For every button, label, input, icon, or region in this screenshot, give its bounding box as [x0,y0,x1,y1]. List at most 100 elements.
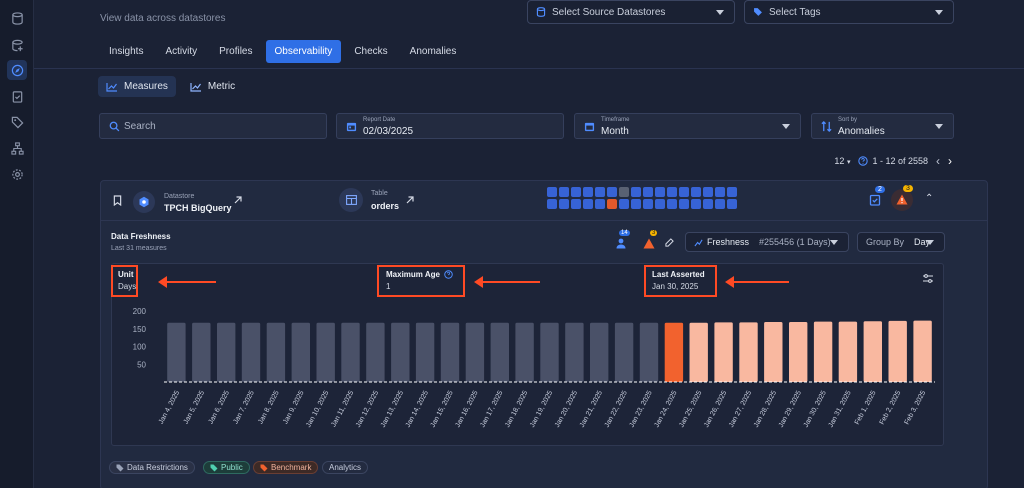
anomalies-indicator[interactable]: 3 [891,185,913,211]
timeframe-select[interactable]: Timeframe Month [574,113,801,139]
heatmap-cell[interactable] [607,187,617,197]
bar-jan-31-2025[interactable] [838,321,858,382]
sliders-settings-icon[interactable] [923,274,933,283]
heatmap-cell[interactable] [547,199,557,209]
subtab-metric[interactable]: Metric [182,76,243,97]
tab-insights[interactable]: Insights [109,46,144,57]
help-circle-icon[interactable] [858,156,869,166]
clipboard-check-icon[interactable] [7,86,27,106]
bar-feb-2-2025[interactable] [888,320,907,382]
freshness-check-select[interactable]: Freshness #255456 (1 Days) [685,232,849,252]
group-by-select[interactable]: Group By Day [857,232,945,252]
tag-public[interactable]: Public [203,461,250,474]
bar-feb-3-2025[interactable] [913,320,932,382]
heatmap-cell[interactable] [643,199,653,209]
report-date-picker[interactable]: Report Date 02/03/2025 [336,113,564,139]
bar-jan-14-2025[interactable] [415,322,435,382]
heatmap-cell[interactable] [583,187,593,197]
bar-jan-6-2025[interactable] [217,322,236,382]
external-link-icon[interactable] [406,196,414,204]
heatmap-cell[interactable] [715,187,725,197]
table-name[interactable]: orders [371,201,400,211]
bar-jan-22-2025[interactable] [614,322,634,382]
next-page-icon[interactable]: › [948,154,952,168]
bar-jan-18-2025[interactable] [515,322,534,382]
tag-benchmark[interactable]: Benchmark [253,461,319,474]
heatmap-cell[interactable] [631,199,641,209]
heatmap-cell[interactable] [655,187,665,197]
heatmap-cell[interactable] [703,187,713,197]
bar-jan-28-2025[interactable] [764,322,783,382]
heatmap-cell[interactable] [679,187,689,197]
tags-select[interactable]: Select Tags [744,0,954,24]
heatmap-cell[interactable] [607,199,617,209]
tag-analytics[interactable]: Analytics [322,461,369,474]
bar-jan-16-2025[interactable] [465,322,485,382]
heatmap-cell[interactable] [691,199,701,209]
bar-jan-17-2025[interactable] [490,322,509,382]
heatmap-cell[interactable] [631,187,641,197]
bar-jan-13-2025[interactable] [391,322,410,382]
bar-jan-7-2025[interactable] [241,322,261,382]
heatmap-cell[interactable] [703,199,713,209]
checks-summary[interactable]: 14 [615,230,630,254]
bar-jan-29-2025[interactable] [789,322,808,382]
heatmap-cell[interactable] [619,187,629,197]
bar-jan-20-2025[interactable] [565,322,584,382]
heatmap-cell[interactable] [595,199,605,209]
heatmap-cell[interactable] [571,199,581,209]
tag-icon[interactable] [7,112,27,132]
bar-jan-23-2025[interactable] [639,322,659,382]
bar-jan-27-2025[interactable] [739,322,758,382]
heatmap-cell[interactable] [727,187,737,197]
tab-anomalies[interactable]: Anomalies [409,46,457,57]
bar-jan-5-2025[interactable] [192,322,211,382]
datastore-add-icon[interactable] [7,35,27,55]
settings-gear-icon[interactable] [7,164,27,184]
database-icon[interactable] [7,8,27,28]
subtab-measures[interactable]: Measures [98,76,176,97]
heatmap-cell[interactable] [643,187,653,197]
heatmap-cell[interactable] [547,187,557,197]
tab-checks[interactable]: Checks [354,46,388,57]
heatmap-cell[interactable] [595,187,605,197]
heatmap-cell[interactable] [679,199,689,209]
bookmark-icon[interactable] [113,195,122,206]
bar-jan-26-2025[interactable] [714,322,733,382]
heatmap-cell[interactable] [727,199,737,209]
tag-data-restrictions[interactable]: Data Restrictions [109,461,195,474]
collapse-chevron-icon[interactable]: ⌃ [925,193,934,204]
heatmap-cell[interactable] [619,199,629,209]
bar-jan-15-2025[interactable] [440,322,460,382]
tab-observability[interactable]: Observability [265,40,342,63]
bar-jan-11-2025[interactable] [341,322,360,382]
hierarchy-icon[interactable] [7,138,27,158]
bar-jan-10-2025[interactable] [316,322,335,382]
heatmap-cell[interactable] [559,187,569,197]
checks-indicator[interactable]: 2 [869,186,885,211]
bar-jan-8-2025[interactable] [266,322,286,382]
heatmap-cell[interactable] [667,199,677,209]
anomalies-summary[interactable]: 3 [643,230,658,254]
heatmap-cell[interactable] [559,199,569,209]
bar-jan-19-2025[interactable] [540,322,559,382]
sort-by-select[interactable]: Sort by Anomalies [811,113,954,139]
bar-jan-21-2025[interactable] [590,322,609,382]
help-circle-icon[interactable] [444,270,453,279]
bar-jan-30-2025[interactable] [813,321,833,382]
source-datastores-select[interactable]: Select Source Datastores [527,0,735,24]
datastore-name[interactable]: TPCH BigQuery [164,203,232,213]
bar-jan-4-2025[interactable] [167,322,186,382]
external-link-icon[interactable] [234,196,242,204]
bar-jan-12-2025[interactable] [366,322,385,382]
heatmap-cell[interactable] [583,199,593,209]
heatmap-cell[interactable] [691,187,701,197]
bar-jan-25-2025[interactable] [689,322,708,382]
bar-feb-1-2025[interactable] [863,321,882,382]
heatmap-cell[interactable] [655,199,665,209]
explore-compass-icon[interactable] [7,60,27,80]
heatmap-cell[interactable] [667,187,677,197]
tab-profiles[interactable]: Profiles [219,46,253,57]
bar-jan-9-2025[interactable] [291,322,310,382]
previous-page-icon[interactable]: ‹ [936,154,940,168]
